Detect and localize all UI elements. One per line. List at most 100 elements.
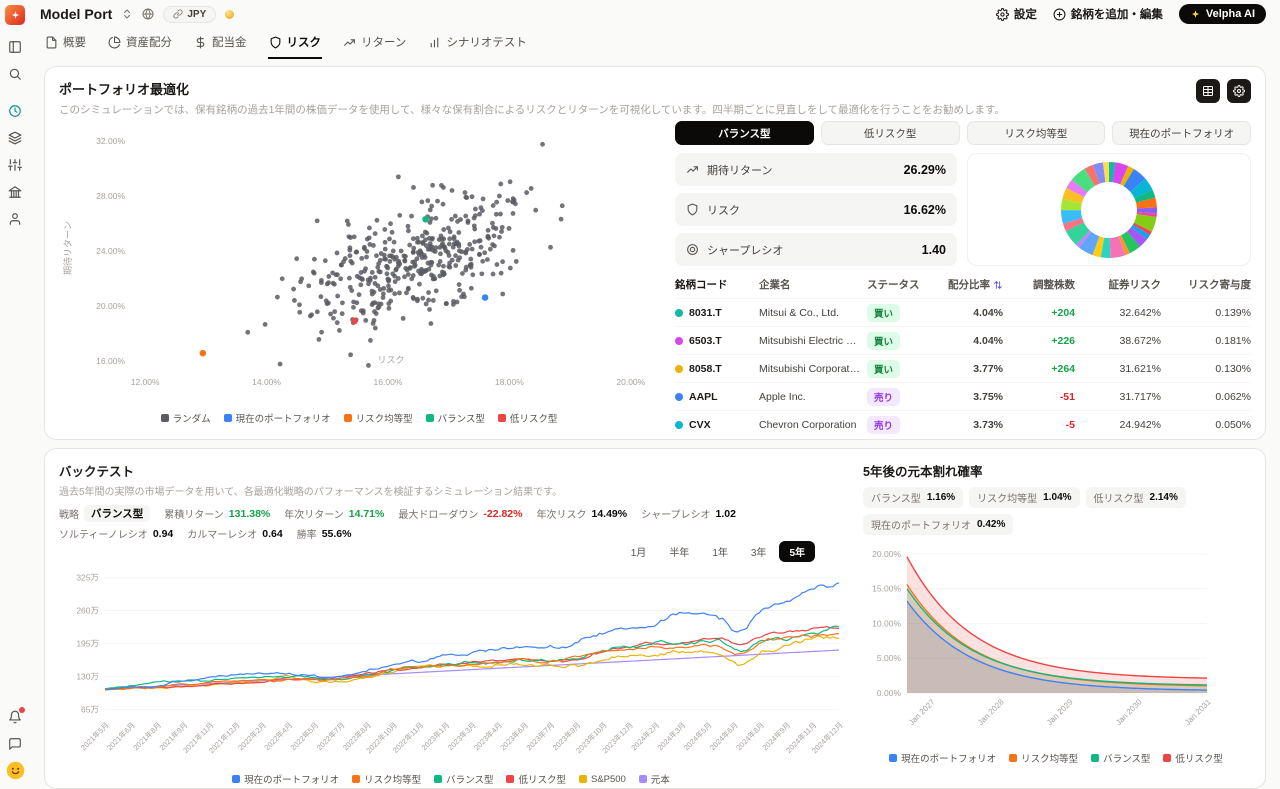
- optimization-description: このシミュレーションでは、保有銘柄の過去1年間の株価データを使用して、様々な保有…: [59, 104, 1006, 116]
- column-header[interactable]: リスク寄与度: [1188, 279, 1251, 291]
- shares-cell: +204: [1051, 306, 1075, 319]
- stat-label: 年次リスク: [536, 510, 587, 521]
- file-icon: [45, 36, 58, 49]
- shield-icon: [686, 203, 699, 216]
- status-cell: 買い: [867, 359, 929, 378]
- tab-label: 配当金: [212, 37, 247, 49]
- column-header[interactable]: 調整株数: [1033, 279, 1075, 291]
- allocation-cell: 3.73%: [973, 418, 1003, 431]
- search-icon[interactable]: [4, 63, 26, 85]
- chip-value: 2.14%: [1149, 492, 1178, 503]
- optimization-actions: [1196, 79, 1251, 103]
- ticker-color-dot: [675, 364, 683, 373]
- velpha-ai-button[interactable]: Velpha AI: [1178, 4, 1266, 24]
- chip-label: リスク均等型: [977, 494, 1038, 505]
- shield-icon: [269, 36, 282, 49]
- stat-value: 1.02: [715, 507, 736, 520]
- tab-risk[interactable]: リスク: [267, 31, 322, 59]
- range-button-1m[interactable]: 1月: [630, 548, 647, 559]
- tab-label: 資産配分: [126, 37, 172, 49]
- allocation-donut-chart[interactable]: [1055, 155, 1163, 264]
- range-button-6m[interactable]: 半年: [669, 548, 690, 559]
- currency-label: JPY: [187, 8, 207, 20]
- chip-label: 現在のポートフォリオ: [871, 521, 971, 532]
- trend-icon: [686, 163, 699, 176]
- strategy-tab-low-risk[interactable]: 低リスク型: [820, 121, 960, 145]
- column-header[interactable]: 銘柄コード: [675, 279, 728, 291]
- legend-label: リスク均等型: [355, 414, 413, 425]
- legend-label: ランダム: [172, 414, 211, 425]
- range-button-5y[interactable]: 5年: [779, 541, 815, 562]
- column-header[interactable]: 企業名: [759, 279, 791, 291]
- holding-row[interactable]: 8058.T Mitsubishi Corporation 買い 3.77% +264 3…: [675, 354, 1251, 382]
- bank-icon[interactable]: [4, 181, 26, 203]
- holding-row[interactable]: 8031.T Mitsui & Co., Ltd. 買い 4.04% +204 32.64…: [675, 298, 1251, 326]
- strategy-tab-risk-parity[interactable]: リスク均等型: [966, 121, 1106, 145]
- tab-scenario-test[interactable]: シナリオテスト: [427, 31, 528, 59]
- table-view-button[interactable]: [1196, 79, 1220, 103]
- legend-item: 現在のポートフォリオ: [232, 772, 339, 786]
- ticker-cell: CVX: [675, 419, 759, 431]
- currency-selector[interactable]: JPY: [163, 5, 217, 23]
- legend-label: 低リスク型: [1175, 754, 1223, 765]
- risk-contribution-cell: 0.139%: [1215, 306, 1251, 319]
- workspace-switcher-icon[interactable]: [121, 8, 133, 20]
- company-cell: Mitsubishi Electric Corpor...: [759, 334, 867, 347]
- legend-label: S&P500: [590, 773, 626, 785]
- bars-icon: [428, 36, 441, 49]
- panel-left-icon[interactable]: [4, 36, 26, 58]
- backtest-chart[interactable]: [59, 564, 851, 772]
- column-header[interactable]: 証券リスク: [1108, 279, 1162, 291]
- backtest-stat-cumulative-return: 累積リターン 131.38%: [164, 505, 270, 522]
- loss-probability-chart[interactable]: [863, 539, 1215, 751]
- table-header-row: 銘柄コード 企業名 ステータス 配分比率 調整株数 証券リスク リスク寄与度: [675, 274, 1251, 298]
- user-avatar[interactable]: [5, 760, 26, 781]
- ticker-cell: 8058.T: [675, 363, 759, 375]
- holdings-table: 銘柄コード 企業名 ステータス 配分比率 調整株数 証券リスク リスク寄与度 8031.T Mi…: [675, 274, 1251, 438]
- user-icon[interactable]: [4, 208, 26, 230]
- tab-overview[interactable]: 概要: [44, 31, 87, 59]
- holding-row[interactable]: AAPL Apple Inc. 売り 3.75% -51 31.717% 0.062%: [675, 382, 1251, 410]
- sort-icon[interactable]: [993, 280, 1003, 290]
- tab-allocation[interactable]: 資産配分: [107, 31, 173, 59]
- stat-value: 0.64: [262, 527, 283, 540]
- add-edit-symbols-button[interactable]: 銘柄を追加・編集: [1053, 6, 1163, 22]
- backtest-stat-calmar: カルマーレシオ 0.64: [187, 526, 283, 542]
- range-button-3y[interactable]: 3年: [750, 548, 767, 559]
- allocation-donut-box: [967, 153, 1251, 266]
- settings-button[interactable]: 設定: [995, 6, 1037, 22]
- shares-cell: +226: [1051, 334, 1075, 347]
- legend-item: 低リスク型: [506, 772, 566, 786]
- message-icon[interactable]: [4, 733, 26, 755]
- tab-dividends[interactable]: 配当金: [193, 31, 248, 59]
- efficient-frontier-chart[interactable]: [59, 121, 659, 411]
- bell-icon[interactable]: [4, 706, 26, 728]
- globe-icon[interactable]: [142, 8, 154, 20]
- tab-returns[interactable]: リターン: [342, 31, 407, 59]
- holding-row[interactable]: CVX Chevron Corporation 売り 3.73% -5 24.942% 0.…: [675, 410, 1251, 438]
- clock-icon[interactable]: [4, 100, 26, 122]
- company-cell: Apple Inc.: [759, 390, 806, 403]
- stat-label: ソルティーノレシオ: [59, 530, 148, 541]
- shares-cell: -51: [1059, 390, 1075, 403]
- risk-contribution-cell: 0.050%: [1215, 418, 1251, 431]
- probability-chip-low-risk: 低リスク型 2.14%: [1085, 487, 1186, 508]
- app-logo[interactable]: [5, 5, 25, 25]
- dollar-icon: [194, 36, 207, 49]
- legend-item: 現在のポートフォリオ: [889, 751, 996, 765]
- layers-icon[interactable]: [4, 127, 26, 149]
- scatter-legend: ランダム 現在のポートフォリオ リスク均等型 バランス型 低リスク型: [59, 411, 659, 425]
- sliders-icon[interactable]: [4, 154, 26, 176]
- ticker-color-dot: [675, 308, 683, 317]
- range-button-1y[interactable]: 1年: [712, 548, 728, 559]
- column-header[interactable]: ステータス: [867, 279, 920, 291]
- column-header[interactable]: 配分比率: [929, 277, 1003, 292]
- gear-icon: [995, 7, 1009, 21]
- chart-settings-button[interactable]: [1227, 79, 1251, 103]
- tab-label: リスク: [286, 37, 322, 49]
- strategy-tab-current[interactable]: 現在のポートフォリオ: [1112, 121, 1251, 145]
- legend-swatch: [1163, 754, 1172, 762]
- strategy-tab-balanced[interactable]: バランス型: [675, 121, 814, 145]
- status-badge: 買い: [867, 303, 901, 322]
